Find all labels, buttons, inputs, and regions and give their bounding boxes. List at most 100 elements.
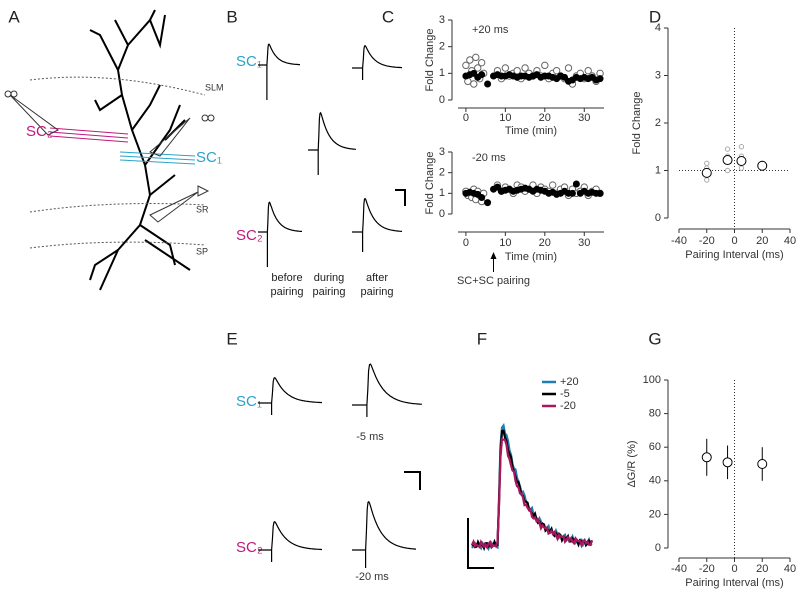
point [462,61,470,70]
column-label: after pairing [360,272,394,298]
chart-title: +20 ms [472,24,509,36]
point [474,64,482,72]
x-tick-label: 10 [499,112,511,124]
point [596,189,604,197]
y-tick-label: 1 [439,187,445,199]
point [521,64,529,72]
x-axis-label: Pairing Interval (ms) [685,577,783,589]
point [541,61,549,70]
column-label: before pairing [270,272,304,298]
point [466,56,474,64]
layer-boundaries [29,76,206,249]
point [722,457,733,468]
point [493,183,501,191]
point [472,53,480,62]
trace [352,197,402,252]
y-tick-label: 1 [439,67,445,79]
y-tick-label: 3 [439,146,445,158]
x-tick-label: 40 [784,235,796,247]
panel-label: D [649,7,661,26]
interval-label: -20 ms [355,571,389,583]
point [738,165,745,171]
point [724,146,731,152]
y-tick-label: 80 [649,408,661,420]
x-tick-label: -20 [699,235,715,247]
trace [258,521,322,562]
y-axis-label: Fold Change [631,92,643,155]
panel-label: A [8,7,20,26]
point [584,66,592,75]
trace [471,422,593,552]
point [478,71,486,79]
scale-bar [395,189,406,206]
x-tick-label: 0 [731,563,737,575]
layer-label: SR [196,204,209,214]
panel-label: F [477,329,487,348]
row-label: SC₂ [236,227,263,244]
column-label: during pairing [312,272,346,298]
x-tick-label: 20 [756,235,768,247]
trace [471,437,594,550]
y-tick-label: 3 [655,69,661,81]
layer-label: SLM [205,82,224,92]
input-label: SC₂ [26,123,53,140]
row-label: SC₁ [236,53,262,70]
scale-bar [404,471,421,490]
point [701,167,712,178]
point [484,80,492,88]
trace [258,43,300,100]
y-tick-label: 40 [649,475,661,487]
x-tick-label: 20 [756,563,768,575]
point [513,66,521,75]
x-axis-label: Pairing Interval (ms) [685,249,783,261]
panel-label: E [226,329,237,348]
point [478,193,486,201]
point [738,144,745,150]
x-tick-label: 30 [578,237,590,249]
chart-title: -20 ms [472,152,506,164]
y-axis-label: Fold Change [424,29,436,92]
y-tick-label: 60 [649,441,661,453]
scale-bar [467,518,494,569]
x-tick-label: 0 [463,237,469,249]
annotation: SC+SC pairing [457,275,530,287]
y-tick-label: 20 [649,508,661,520]
y-tick-label: 0 [655,542,661,554]
legend-label: -20 [560,400,576,412]
annotation-arrowhead [490,252,497,259]
point [757,160,768,171]
y-tick-label: 0 [439,94,445,106]
trace [352,44,402,80]
row-label: SC₁ [236,393,262,410]
y-tick-label: 0 [439,208,445,220]
point [596,75,604,83]
y-tick-label: 1 [655,164,661,176]
x-tick-label: 0 [731,235,737,247]
point [572,180,580,188]
point [736,156,747,166]
y-tick-label: 0 [655,212,661,224]
x-tick-label: 20 [539,237,551,249]
legend-label: +20 [560,376,579,388]
y-tick-label: 2 [655,117,661,129]
interval-label: -5 ms [356,431,384,443]
point [757,459,768,469]
point [704,177,710,183]
x-tick-label: 30 [578,112,590,124]
point [484,199,492,207]
x-tick-label: 20 [539,112,551,124]
row-label: SC₂ [236,539,263,556]
trace [471,429,593,552]
trace [258,201,303,267]
inputs [4,90,215,223]
x-tick-label: 40 [784,563,796,575]
trace [308,111,356,175]
x-tick-label: 10 [499,237,511,249]
point [552,66,561,75]
y-tick-label: 2 [439,41,445,53]
layer-label: SP [196,246,208,256]
point [470,80,478,88]
point [549,181,557,189]
schematic [89,9,191,291]
